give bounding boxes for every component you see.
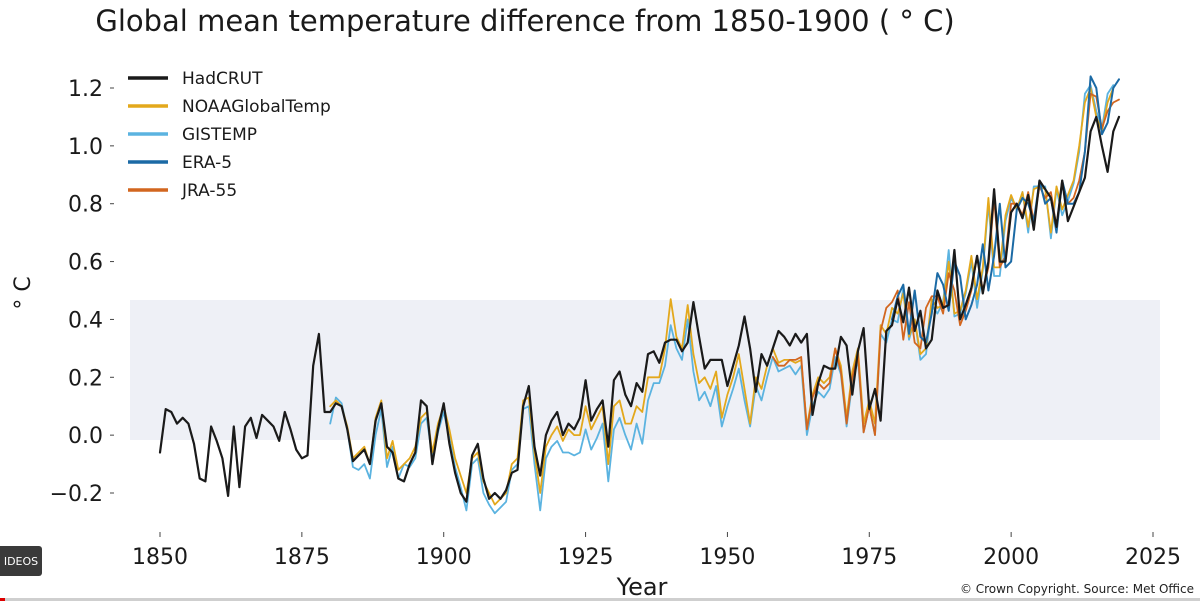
x-tick-label: 1975 xyxy=(841,545,897,570)
y-tick-label: 0.0 xyxy=(68,424,103,449)
chart-title: Global mean temperature difference from … xyxy=(95,4,955,38)
y-tick-label: −0.2 xyxy=(50,482,103,507)
y-tick-label: 0.2 xyxy=(68,366,103,391)
y-tick-label: 1.0 xyxy=(68,135,103,160)
series-line-era-5 xyxy=(891,75,1120,344)
legend-label: NOAAGlobalTemp xyxy=(182,97,331,117)
y-tick-label: 1.2 xyxy=(68,77,103,102)
legend: HadCRUT NOAAGlobalTemp GISTEMP ERA-5 JRA-55 xyxy=(128,69,331,201)
y-tick-label: 0.6 xyxy=(68,251,103,276)
x-tick-label: 2025 xyxy=(1125,545,1181,570)
x-axis: 1850 1875 1900 1925 1950 1975 2000 2025 xyxy=(132,532,1181,570)
x-tick-label: 1850 xyxy=(132,545,188,570)
series-group xyxy=(158,75,1121,515)
x-tick-label: 2000 xyxy=(983,545,1039,570)
legend-label: HadCRUT xyxy=(182,69,263,89)
legend-label: ERA-5 xyxy=(182,153,232,173)
y-tick-label: 0.8 xyxy=(68,193,103,218)
y-tick-label: 0.4 xyxy=(68,308,103,333)
x-tick-label: 1925 xyxy=(558,545,614,570)
series-line-hadcrut xyxy=(158,115,1121,503)
x-axis-label: Year xyxy=(616,573,668,601)
videos-badge[interactable]: IDEOS xyxy=(0,546,42,576)
copyright-footer: © Crown Copyright. Source: Met Office xyxy=(959,582,1194,596)
y-axis-label: ° C xyxy=(11,276,36,309)
x-tick-label: 1875 xyxy=(274,545,330,570)
video-progress-bar[interactable] xyxy=(0,598,1200,601)
legend-label: JRA-55 xyxy=(181,181,237,201)
series-line-gistemp xyxy=(329,84,1115,515)
series-line-noaaglobaltemp xyxy=(329,87,1115,506)
x-tick-label: 1900 xyxy=(416,545,472,570)
x-tick-label: 1950 xyxy=(699,545,755,570)
legend-label: GISTEMP xyxy=(182,125,257,145)
video-progress-fill xyxy=(0,598,5,601)
y-axis: −0.2 0.0 0.2 0.4 0.6 0.8 1.0 1.2 xyxy=(50,77,114,507)
